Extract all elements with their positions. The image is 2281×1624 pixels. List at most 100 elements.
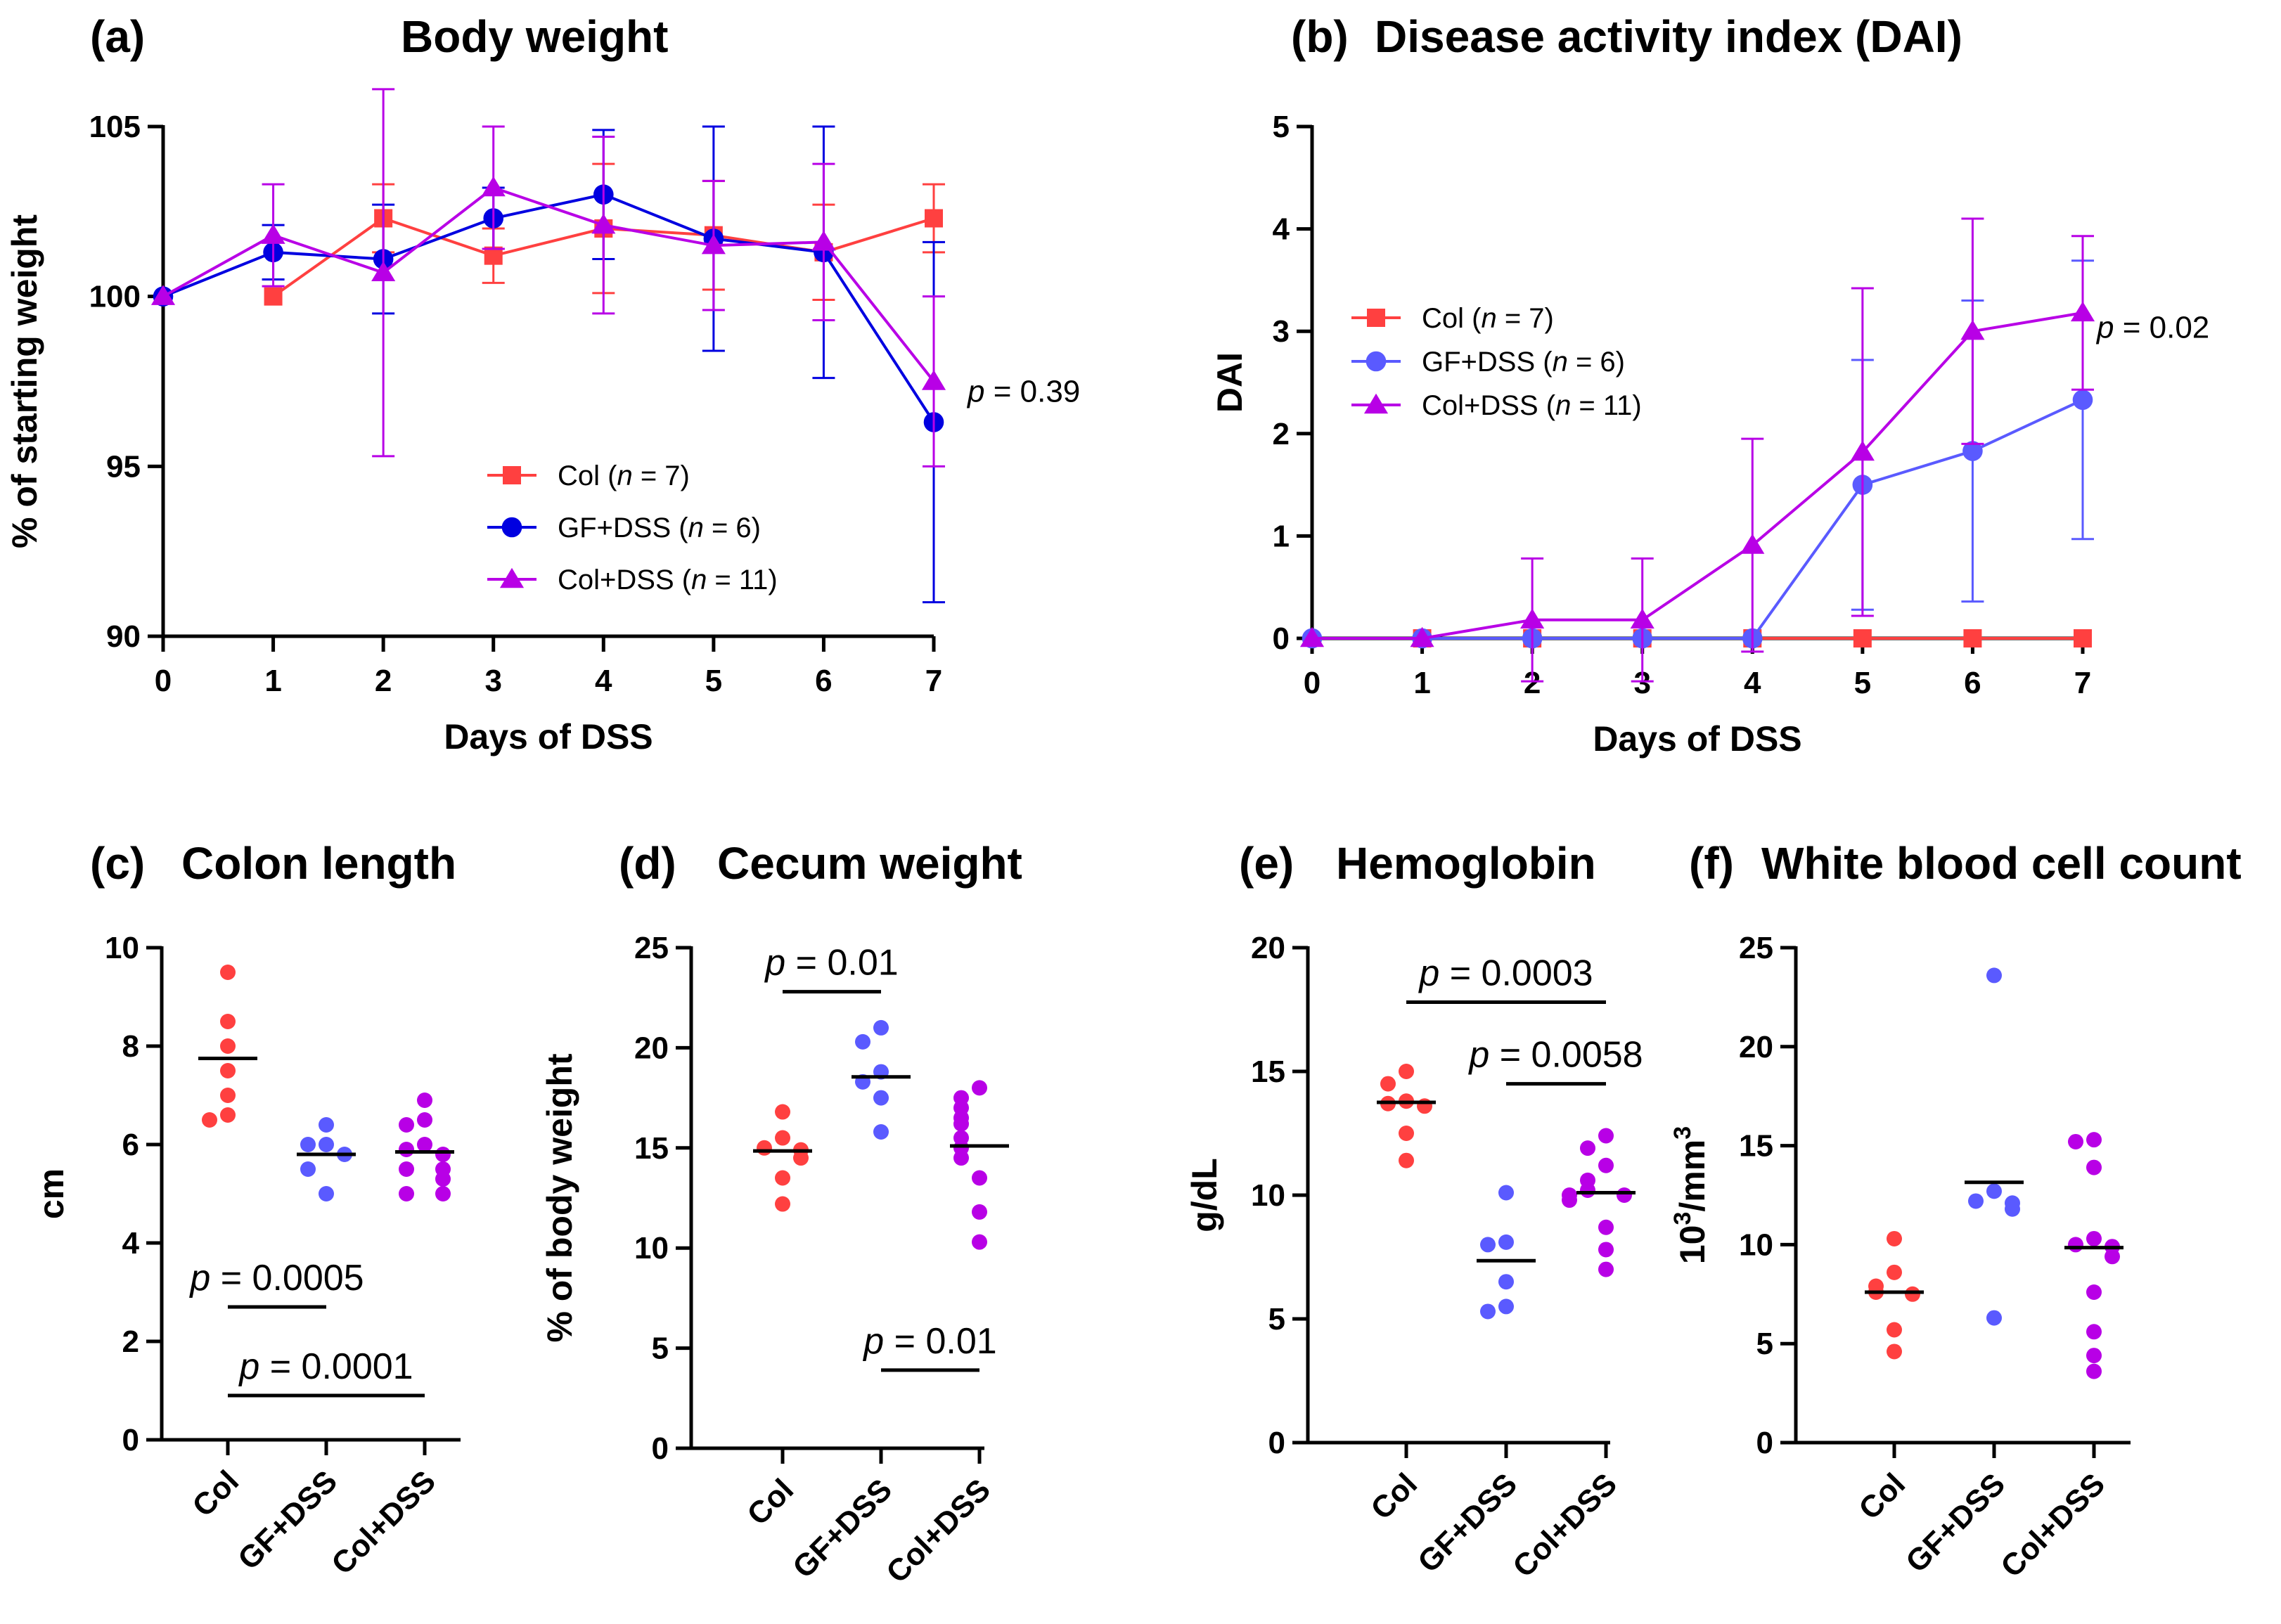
data-point (2086, 1230, 2102, 1246)
data-point (1598, 1261, 1614, 1277)
data-point (399, 1142, 414, 1157)
data-point (972, 1080, 987, 1096)
comparison-p-value: p = 0.0001 (238, 1346, 413, 1387)
y-tick-label: 0 (652, 1431, 669, 1466)
data-point (953, 1116, 969, 1132)
data-point (855, 1033, 870, 1050)
x-tick-label: Col (1852, 1467, 1912, 1526)
panel-title: Body weight (401, 11, 668, 62)
data-point (2070, 301, 2095, 322)
x-tick-label: 4 (1744, 666, 1761, 700)
data-point (793, 1150, 809, 1166)
data-point (1498, 1185, 1514, 1201)
y-tick-label: 8 (122, 1029, 139, 1064)
data-point (1299, 626, 1325, 647)
data-point (399, 1161, 414, 1177)
data-point (1480, 1237, 1496, 1253)
panel-title: Hemoglobin (1336, 838, 1596, 889)
comparison-p-value-value: = 0.0003 (1439, 953, 1593, 993)
comparison-p-value-value: = 0.0005 (210, 1258, 364, 1298)
data-point (1562, 1192, 1577, 1209)
data-point (953, 1150, 969, 1166)
comparison-p-value: p = 0.01 (764, 943, 898, 984)
data-point (1617, 1187, 1632, 1203)
comparison-p-value-value: = 0.0058 (1489, 1035, 1643, 1076)
y-tick-label: 10 (105, 931, 139, 965)
y-tick-label: 25 (1739, 931, 1773, 965)
p-value-annotation: p = 0.39 (966, 375, 1080, 409)
panel-title: White blood cell count (1761, 838, 2242, 889)
group-GF+DSS (1965, 967, 2024, 1326)
data-point (319, 1137, 334, 1152)
data-point (1850, 440, 1875, 461)
p-value-annotation-value: = 0.39 (984, 375, 1080, 409)
series-line (1312, 398, 2083, 640)
data-point (972, 1234, 987, 1250)
p-value-annotation-italic: p (966, 375, 984, 409)
y-tick-label: 10 (634, 1231, 669, 1265)
comparison-p-value-italic: p (188, 1258, 210, 1298)
data-point (2086, 1284, 2102, 1300)
legend-text-2: = 7) (633, 460, 690, 491)
y-tick-label: 15 (634, 1131, 669, 1166)
legend-text-2: = 7) (1497, 303, 1554, 334)
data-point (1399, 1152, 1414, 1168)
y-axis-label: 103/mm3 (1669, 1126, 1712, 1264)
data-point (1498, 1274, 1514, 1290)
data-point (2086, 1324, 2102, 1340)
data-point (1968, 1193, 1984, 1209)
y-tick-label: 5 (1268, 1302, 1285, 1336)
legend-entry: Col+DSS (n = 11) (558, 565, 778, 595)
data-point (220, 1088, 236, 1103)
data-point (2086, 1348, 2102, 1364)
x-tick-label: Col (186, 1464, 245, 1523)
legend-swatch-marker (503, 466, 521, 484)
x-tick-label: 6 (815, 664, 832, 698)
data-point (1986, 1310, 2002, 1326)
y-axis-label: g/dL (1185, 1158, 1224, 1232)
data-point (1960, 319, 1985, 340)
legend-entry: Col (n = 7) (558, 460, 690, 491)
data-point (1887, 1264, 1902, 1280)
data-point (2074, 629, 2092, 647)
legend-swatch-marker (501, 517, 522, 538)
y-axis-label: cm (32, 1168, 71, 1219)
x-tick-label: Col+DSS (880, 1472, 997, 1590)
y-tick-label: 3 (1273, 314, 1290, 349)
group-Col+DSS (950, 1080, 1009, 1250)
data-point (775, 1170, 790, 1186)
data-point (873, 1090, 889, 1106)
p-value-annotation: p = 0.02 (2095, 310, 2209, 344)
y-tick-label: 10 (1739, 1227, 1773, 1262)
series-line (162, 193, 935, 423)
x-tick-label: 5 (705, 664, 722, 698)
data-point (319, 1186, 334, 1201)
series-line (1312, 311, 2083, 640)
comparison-p-value-italic: p (1467, 1035, 1489, 1076)
x-tick-label: 1 (1413, 666, 1430, 700)
data-point (1630, 608, 1654, 629)
x-axis-label: Days of DSS (1593, 719, 1801, 759)
data-point (1887, 1343, 1902, 1360)
panel-title: Colon length (181, 838, 456, 889)
legend-text-1: n (1481, 303, 1496, 334)
data-point (1962, 441, 1983, 461)
data-point (873, 1019, 889, 1036)
data-point (1380, 1076, 1396, 1092)
x-tick-label: GF+DSS (1899, 1467, 2012, 1579)
data-point (1410, 626, 1434, 647)
x-tick-label: Col+DSS (1506, 1467, 1624, 1584)
x-tick-label: 6 (1964, 666, 1981, 700)
data-point (435, 1147, 451, 1162)
legend-text-2: = 11) (1571, 390, 1641, 421)
panel-title: Cecum weight (717, 838, 1022, 889)
data-point (2086, 1363, 2102, 1379)
comparison-p-value-italic: p (764, 943, 785, 984)
data-point (150, 285, 176, 305)
series-GF+DSS (153, 125, 945, 604)
panel-label: (a) (90, 11, 145, 62)
data-point (925, 209, 943, 228)
data-point (417, 1137, 432, 1152)
legend-text-0: Col+DSS ( (558, 565, 692, 595)
